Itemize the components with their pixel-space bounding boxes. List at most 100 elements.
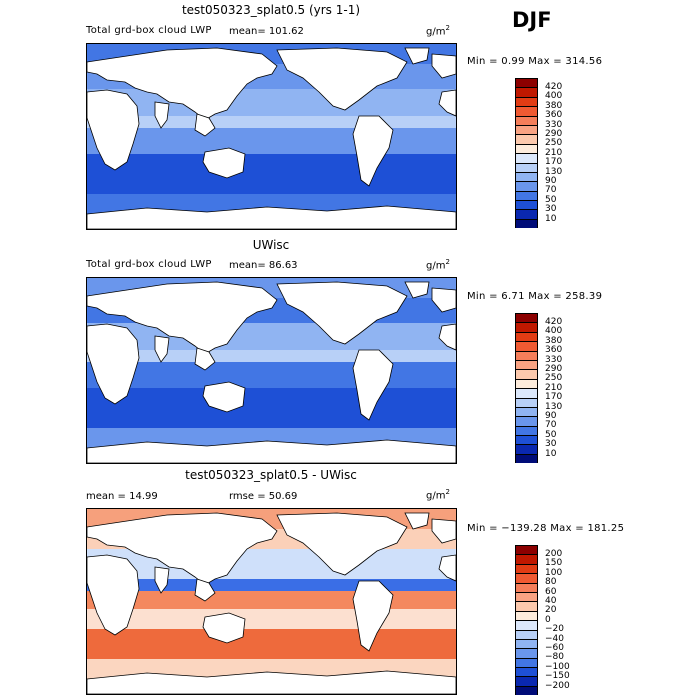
- panel1-map: [86, 43, 457, 230]
- panel2-map-field-band: [87, 350, 456, 362]
- panel2-colorbar-tick-label: 400: [545, 326, 563, 337]
- panel3-colorbar-tick-label: −100: [545, 661, 570, 672]
- panel2-map-land-australia: [202, 381, 246, 413]
- panel2-map-land-africa: [87, 323, 456, 405]
- panel3-units: g/m2: [426, 488, 450, 502]
- panel1-map-land-namerica: [276, 47, 408, 111]
- panel3-colorbar-swatch: [515, 620, 538, 630]
- panel1-map-land-india: [154, 101, 170, 129]
- panel1-colorbar-tick-label: 90: [545, 175, 557, 186]
- panel3-map-field-band: [87, 609, 456, 629]
- panel1-colorbar-tick-label: 420: [545, 81, 563, 92]
- panel2-colorbar-swatch: [515, 359, 538, 370]
- panel3-colorbar-swatch: [515, 591, 538, 602]
- panel3-colorbar-tick-label: −80: [545, 652, 564, 663]
- panel1-colorbar-swatch: [515, 190, 538, 201]
- panel2-colorbar-swatch: [515, 378, 538, 389]
- panel3-map-field-band: [87, 591, 456, 609]
- panel2-title: UWisc: [252, 238, 290, 252]
- panel3-colorbar-swatch: [515, 648, 538, 658]
- panel1-colorbar-tick-label: 380: [545, 100, 563, 111]
- panel2-colorbar-tick-label: 420: [545, 316, 563, 327]
- panel2-colorbar-swatch: [515, 369, 538, 379]
- panel3-colorbar-tick-label: 150: [545, 558, 563, 569]
- panel3-title: test050323_splat0.5 - UWisc: [185, 468, 357, 482]
- panel1-colorbar-tick-label: 170: [545, 157, 563, 168]
- panel3-colorbar-tick-label: −150: [545, 671, 570, 682]
- panel2-colorbar-swatch: [515, 406, 538, 417]
- panel3-colorbar-swatch: [515, 563, 538, 574]
- panel3-colorbar-tick-label: 80: [545, 577, 557, 588]
- panel1-colorbar-tick-label: 50: [545, 194, 557, 205]
- panel2-colorbar-swatch: [515, 313, 538, 323]
- panel1-map-land-australia: [202, 147, 246, 179]
- panel2-colorbar-swatch: [515, 350, 538, 360]
- panel2-colorbar-swatch: [515, 453, 538, 464]
- panel2-colorbar-swatch: [515, 322, 538, 332]
- panel1-map-land-samerica: [352, 115, 394, 187]
- panel1-minmax: Min = 0.99 Max = 314.56: [467, 56, 603, 67]
- panel3-map-land-africa: [87, 554, 456, 636]
- panel1-variable: Total grd-box cloud LWP: [86, 25, 212, 36]
- panel2-minmax: Min = 6.71 Max = 258.39: [467, 291, 603, 302]
- panel1-colorbar-tick-label: 250: [545, 138, 563, 149]
- panel2-map-land-eurasia: [87, 281, 456, 355]
- panel1-colorbar-swatch: [515, 209, 538, 219]
- panel2-map-land-namerica: [276, 281, 408, 345]
- panel1-map-field-band: [87, 128, 456, 154]
- panel2-map-svg: [87, 278, 456, 463]
- panel1-colorbar-swatch: [515, 96, 538, 107]
- panel1-colorbar-swatch: [515, 78, 538, 88]
- panel3-map-land-namerica: [276, 512, 408, 576]
- panel1-colorbar-swatch: [515, 200, 538, 210]
- panel1-colorbar-tick-label: 360: [545, 110, 563, 121]
- panel3-map-land-samerica: [352, 580, 394, 652]
- panel2-map-field-band: [87, 362, 456, 388]
- panel3-colorbar-swatch: [515, 610, 538, 621]
- panel3-colorbar-tick-label: −20: [545, 624, 564, 635]
- panel1-map-land-africa: [87, 89, 456, 171]
- panel2-map-field-band: [87, 388, 456, 428]
- panel1-map-svg: [87, 44, 456, 229]
- panel3-colorbar-swatch: [515, 545, 538, 555]
- panel2-colorbar-swatch: [515, 388, 538, 398]
- panel1-map-field-band: [87, 89, 456, 116]
- panel2-map: [86, 277, 457, 464]
- panel1-colorbar-swatch: [515, 218, 538, 229]
- panel1-units: g/m2: [426, 24, 450, 38]
- panel3-colorbar-tick-label: 60: [545, 586, 557, 597]
- panel2-units: g/m2: [426, 258, 450, 272]
- panel2-map-field-band: [87, 323, 456, 350]
- panel1-colorbar-tick-label: 210: [545, 147, 563, 158]
- panel3-map-land-australia: [202, 612, 246, 644]
- panel1-map-field-band: [87, 116, 456, 128]
- panel2-variable: Total grd-box cloud LWP: [86, 259, 212, 270]
- panel1-colorbar-tick-label: 30: [545, 204, 557, 215]
- panel1-colorbar-tick-label: 10: [545, 213, 557, 224]
- panel3-map-svg: [87, 509, 456, 694]
- panel3-colorbar: 200 150 100 80 60 40 20 0 −20 −40 −60 −80 −100 −150 −2…: [515, 545, 570, 696]
- panel2-map-land-samerica: [352, 349, 394, 421]
- panel2-colorbar-tick-label: 30: [545, 439, 557, 450]
- panel1-colorbar-tick-label: 290: [545, 128, 563, 139]
- panel3-map-land-antarctica: [87, 670, 456, 694]
- panel1-colorbar-swatch: [515, 106, 538, 116]
- panel1-colorbar-swatch: [515, 153, 538, 163]
- panel1-colorbar-tick-label: 330: [545, 119, 563, 130]
- panel1-colorbar-swatch: [515, 134, 538, 144]
- panel1-colorbar-swatch: [515, 181, 538, 191]
- panel1-colorbar-swatch: [515, 143, 538, 154]
- panel2-colorbar-tick-label: 250: [545, 373, 563, 384]
- panel2-colorbar-swatch: [515, 341, 538, 351]
- panel3-colorbar-swatch: [515, 657, 538, 668]
- panel1-map-field-band: [87, 154, 456, 194]
- panel1-colorbar-swatch: [515, 124, 538, 135]
- panel3-mean: mean = 14.99: [86, 491, 158, 502]
- panel1-map-land-greenland: [404, 47, 430, 65]
- panel2-colorbar-swatch: [515, 397, 538, 407]
- panel2-colorbar-swatch: [515, 435, 538, 445]
- panel3-colorbar-swatch: [515, 667, 538, 677]
- panel3-colorbar-tick-label: 200: [545, 548, 563, 559]
- panel2-colorbar-tick-label: 360: [545, 345, 563, 356]
- season-label: DJF: [512, 8, 552, 32]
